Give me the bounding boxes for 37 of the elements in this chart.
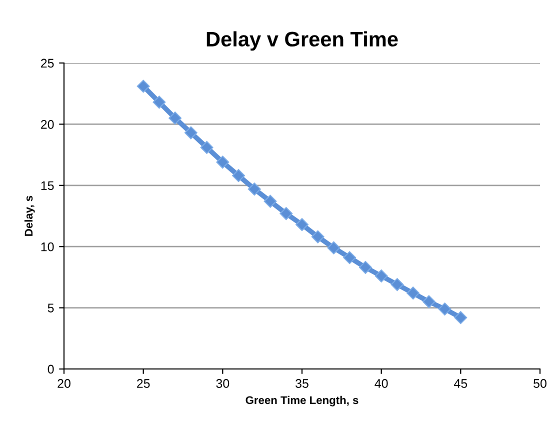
point bbox=[454, 311, 468, 324]
y-tick-label: 25 bbox=[41, 58, 54, 68]
point bbox=[374, 270, 388, 282]
point bbox=[296, 218, 308, 232]
x-tick-label: 35 bbox=[296, 379, 308, 388]
point bbox=[200, 141, 214, 154]
y-tick-label: 5 bbox=[48, 304, 54, 312]
y-tick-label: 0 bbox=[48, 364, 54, 374]
point bbox=[184, 126, 198, 140]
y-axis-title: Delay, s bbox=[24, 196, 35, 236]
chart-title: Delay v Green Time bbox=[206, 31, 398, 51]
x-tick-label: 20 bbox=[58, 379, 70, 388]
point bbox=[136, 80, 150, 93]
point bbox=[248, 182, 261, 196]
point bbox=[264, 194, 277, 208]
point bbox=[343, 251, 356, 264]
point bbox=[406, 286, 420, 300]
y-tick-label: 10 bbox=[41, 242, 54, 252]
x-tick-label: 45 bbox=[454, 379, 468, 388]
point bbox=[311, 230, 324, 244]
point bbox=[216, 156, 230, 169]
x-tick-label: 25 bbox=[137, 379, 150, 388]
y-tick-label: 20 bbox=[41, 120, 54, 129]
point bbox=[438, 302, 452, 316]
point bbox=[232, 169, 245, 182]
point bbox=[168, 112, 182, 125]
point bbox=[422, 295, 436, 308]
point bbox=[327, 241, 340, 254]
point bbox=[280, 207, 293, 220]
point bbox=[359, 260, 372, 274]
y-tick-label: 15 bbox=[41, 181, 54, 190]
x-tick-label: 30 bbox=[216, 379, 230, 388]
x-tick-label: 50 bbox=[534, 379, 546, 388]
point bbox=[390, 278, 404, 291]
point bbox=[152, 96, 166, 109]
x-axis-title: Green Time Length, s bbox=[246, 396, 358, 406]
x-tick-label: 40 bbox=[374, 379, 388, 388]
